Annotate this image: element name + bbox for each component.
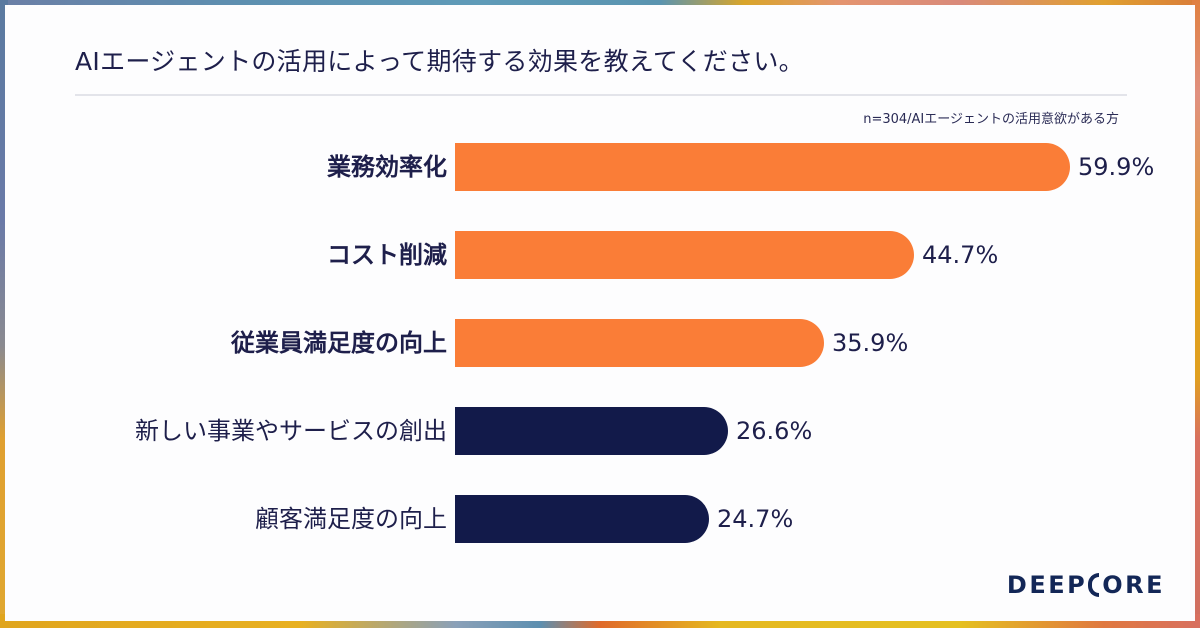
bar-label: 顧客満足度の向上 bbox=[255, 505, 447, 533]
sample-note: n=304/AIエージェントの活用意欲がある方 bbox=[863, 112, 1119, 127]
title-divider bbox=[75, 94, 1127, 96]
bar-label: コスト削減 bbox=[327, 241, 447, 269]
bar bbox=[455, 495, 709, 543]
background-left-border bbox=[0, 0, 8, 628]
bar-row: 業務効率化 59.9% bbox=[5, 143, 1195, 191]
bar bbox=[455, 319, 824, 367]
bar-value: 24.7% bbox=[717, 505, 794, 533]
bar-label: 新しい事業やサービスの創出 bbox=[135, 417, 447, 445]
chart-card: AIエージェントの活用によって期待する効果を教えてください。 n=304/AIエ… bbox=[5, 5, 1195, 621]
bar bbox=[455, 231, 914, 279]
chart-title: AIエージェントの活用によって期待する効果を教えてください。 bbox=[75, 47, 804, 76]
bar-row: 新しい事業やサービスの創出 26.6% bbox=[5, 407, 1195, 455]
bar-value: 26.6% bbox=[736, 417, 813, 445]
background-right-border bbox=[1192, 0, 1200, 628]
bar-row: 従業員満足度の向上 35.9% bbox=[5, 319, 1195, 367]
bar-row: 顧客満足度の向上 24.7% bbox=[5, 495, 1195, 543]
bar-value: 44.7% bbox=[922, 241, 999, 269]
bar bbox=[455, 143, 1070, 191]
bar-row: コスト削減 44.7% bbox=[5, 231, 1195, 279]
bar bbox=[455, 407, 728, 455]
logo-text-right: ORE bbox=[1102, 571, 1165, 599]
bar-label: 業務効率化 bbox=[327, 153, 447, 181]
logo-c-arc-icon bbox=[1088, 573, 1100, 597]
bar-value: 35.9% bbox=[832, 329, 909, 357]
logo-text-left: DEEP bbox=[1006, 571, 1088, 599]
deepcore-logo: DEEP ORE bbox=[1007, 571, 1165, 599]
bar-label: 従業員満足度の向上 bbox=[231, 329, 447, 357]
bar-value: 59.9% bbox=[1078, 153, 1155, 181]
